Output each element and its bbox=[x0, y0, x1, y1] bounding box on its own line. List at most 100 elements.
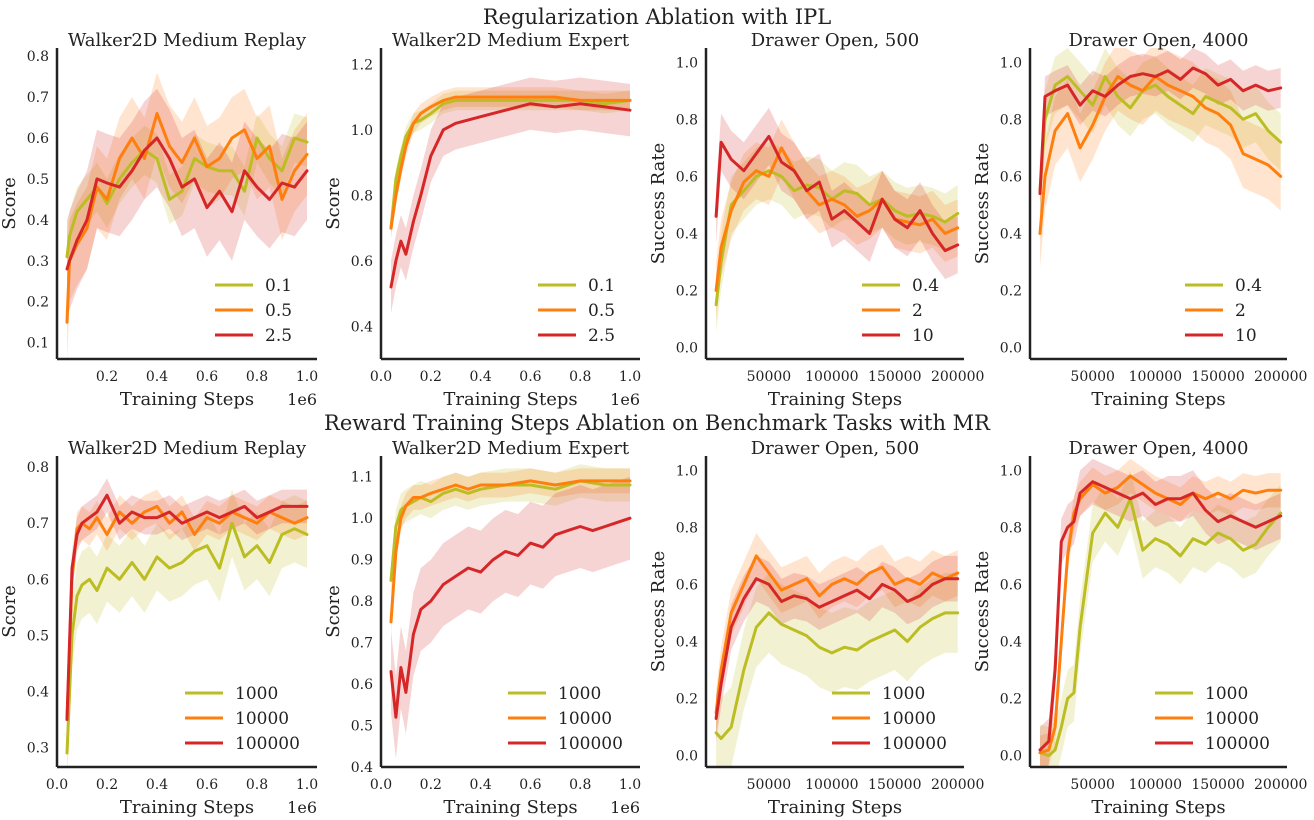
series-line-1 bbox=[1038, 75, 1283, 193]
y-axis-label: Score bbox=[323, 585, 344, 638]
series-band-2 bbox=[1040, 458, 1281, 767]
x-tick-label: 0.8 bbox=[569, 369, 591, 385]
y-tick-label: 0.9 bbox=[351, 553, 373, 569]
x-tick-label: 100000 bbox=[805, 777, 858, 793]
chart-panel-4: 0.0 0.2 0.4 0.6 0.8 1.0 50000 100000 150000 20000… bbox=[972, 30, 1307, 410]
legend-label: 2.5 bbox=[588, 326, 615, 346]
y-tick-label: 0.2 bbox=[676, 692, 698, 708]
legend-label: 10000 bbox=[882, 709, 936, 729]
y-tick-label: 0.4 bbox=[676, 226, 698, 242]
x-tick-label: 0.8 bbox=[569, 777, 591, 793]
legend: 1000 10000 100000 bbox=[832, 684, 947, 754]
x-tick-label: 0.0 bbox=[46, 777, 68, 793]
series-line-3 bbox=[389, 516, 632, 719]
y-tick-label: 1.0 bbox=[1000, 55, 1022, 71]
x-tick-label: 0.4 bbox=[469, 369, 491, 385]
x-tick-label: 0.6 bbox=[519, 777, 541, 793]
x-tick-label: 150000 bbox=[868, 369, 921, 385]
legend-label: 10000 bbox=[235, 709, 289, 729]
y-tick-label: 0.8 bbox=[676, 520, 698, 536]
legend-label: 0.1 bbox=[265, 276, 292, 296]
y-tick-label: 0.5 bbox=[27, 172, 49, 188]
plot-area bbox=[389, 77, 632, 314]
y-tick-label: 1.1 bbox=[351, 470, 373, 486]
chart-panel-2: 0.4 0.6 0.8 1.0 1.2 0.0 0.2 0.4 0.6 0.8 1.0 Walker2… bbox=[323, 30, 641, 410]
y-tick-label: 0.8 bbox=[351, 594, 373, 610]
y-tick-label: 0.1 bbox=[27, 336, 49, 352]
legend: 0.1 0.5 2.5 bbox=[215, 276, 292, 346]
x-tick-label: 0.6 bbox=[519, 369, 541, 385]
legend-label: 1000 bbox=[235, 684, 278, 704]
x-tick-label: 0.2 bbox=[96, 369, 118, 385]
x-tick-label: 0.0 bbox=[370, 369, 392, 385]
legend: 1000 10000 100000 bbox=[185, 684, 300, 754]
series-line-3 bbox=[714, 577, 960, 720]
y-tick-label: 1.2 bbox=[351, 57, 373, 73]
series-band-2 bbox=[67, 489, 307, 737]
x-tick-label: 200000 bbox=[931, 777, 984, 793]
chart-panel-5: 0.3 0.4 0.5 0.6 0.7 0.8 0.0 0.2 0.4 0.6 0.8 1.0 Walk… bbox=[0, 438, 318, 818]
y-tick-label: 0.2 bbox=[1000, 692, 1022, 708]
x-axis-label: Training Steps bbox=[443, 389, 577, 410]
x-axis-offset-label: 1e6 bbox=[610, 390, 640, 409]
y-axis-label: Score bbox=[323, 177, 344, 230]
x-tick-label: 0.2 bbox=[420, 777, 442, 793]
series-line-2 bbox=[65, 112, 309, 324]
series-line-3 bbox=[714, 134, 960, 253]
y-tick-label: 0.2 bbox=[1000, 284, 1022, 300]
series-line-3 bbox=[65, 136, 309, 271]
x-tick-label: 0.0 bbox=[370, 777, 392, 793]
plot-area bbox=[65, 72, 309, 359]
y-tick-label: 0.6 bbox=[1000, 169, 1022, 185]
y-tick-label: 1.0 bbox=[1000, 463, 1022, 479]
legend-label: 10000 bbox=[1205, 709, 1259, 729]
y-tick-label: 0.7 bbox=[27, 516, 49, 532]
y-tick-label: 0.8 bbox=[1000, 520, 1022, 536]
plot-area bbox=[1038, 48, 1283, 268]
x-tick-label: 1.0 bbox=[619, 777, 641, 793]
x-tick-label: 50000 bbox=[747, 777, 792, 793]
panel-title: Drawer Open, 500 bbox=[751, 438, 919, 459]
y-tick-label: 0.5 bbox=[351, 719, 373, 735]
legend-label: 100000 bbox=[235, 734, 300, 754]
chart-panel-6: 0.4 0.5 0.6 0.7 0.8 0.9 1.0 1.1 0.0 0.2 0.4 0.6 0.8 1… bbox=[323, 438, 641, 818]
x-tick-label: 0.6 bbox=[196, 777, 218, 793]
series-band-1 bbox=[391, 464, 630, 597]
y-tick-label: 1.0 bbox=[351, 123, 373, 139]
x-axis-label: Training Steps bbox=[1091, 797, 1225, 818]
legend-label: 0.5 bbox=[588, 301, 615, 321]
y-tick-label: 0.6 bbox=[351, 677, 373, 693]
y-tick-label: 0.3 bbox=[27, 254, 49, 270]
series-line-2 bbox=[389, 95, 632, 230]
x-tick-label: 1.0 bbox=[619, 369, 641, 385]
y-tick-label: 0.6 bbox=[1000, 577, 1022, 593]
y-tick-label: 0.2 bbox=[676, 284, 698, 300]
series-line-1 bbox=[1038, 497, 1283, 758]
legend-label: 2 bbox=[912, 301, 923, 321]
y-tick-label: 0.4 bbox=[1000, 634, 1022, 650]
x-tick-label: 1.0 bbox=[296, 369, 318, 385]
legend-label: 1000 bbox=[882, 684, 925, 704]
x-axis-label: Training Steps bbox=[768, 389, 902, 410]
y-tick-label: 0.0 bbox=[1000, 341, 1022, 357]
legend-label: 0.4 bbox=[1235, 276, 1262, 296]
panel-title: Walker2D Medium Expert bbox=[392, 30, 630, 51]
x-axis-label: Training Steps bbox=[1091, 389, 1225, 410]
y-tick-label: 0.8 bbox=[1000, 112, 1022, 128]
x-tick-label: 0.4 bbox=[469, 777, 491, 793]
y-tick-label: 0.5 bbox=[27, 628, 49, 644]
x-tick-label: 200000 bbox=[1254, 777, 1307, 793]
legend-label: 10 bbox=[912, 326, 934, 346]
y-tick-label: 0.4 bbox=[676, 634, 698, 650]
y-tick-label: 0.8 bbox=[27, 460, 49, 476]
x-tick-label: 0.2 bbox=[420, 369, 442, 385]
series-line-1 bbox=[714, 611, 960, 740]
series-band-3 bbox=[391, 476, 630, 759]
series-line-2 bbox=[714, 146, 960, 292]
series-band-1 bbox=[67, 489, 307, 767]
plot-area bbox=[389, 464, 632, 759]
x-tick-label: 200000 bbox=[1254, 369, 1307, 385]
y-tick-label: 0.4 bbox=[27, 213, 49, 229]
y-tick-label: 0.4 bbox=[351, 760, 373, 776]
x-tick-label: 50000 bbox=[1070, 777, 1115, 793]
